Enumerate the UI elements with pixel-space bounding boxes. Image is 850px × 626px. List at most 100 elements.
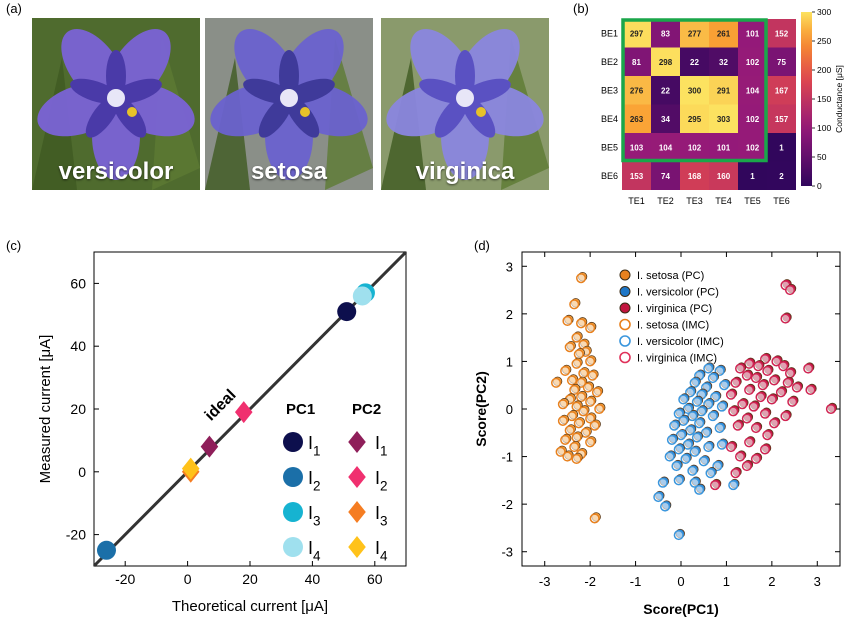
heatmap-cell-value: 22 [690, 58, 699, 67]
flower-signal-spot [476, 107, 486, 117]
imc-point [564, 342, 575, 353]
imc-point [562, 451, 573, 462]
heatmap-row-label: BE5 [601, 142, 618, 152]
pc2-point [200, 435, 219, 458]
imc-point [714, 422, 725, 434]
heatmap-row-label: BE4 [601, 114, 618, 124]
legend-diamond-marker [348, 536, 366, 558]
imc-point [585, 437, 596, 448]
imc-point [680, 453, 691, 465]
imc-point [562, 315, 573, 327]
legend-entry: I. versicolor (IMC) [637, 336, 724, 348]
y-tick-label: 0 [78, 464, 86, 480]
colorbar-tick-label: 300 [817, 7, 831, 17]
flower-image [32, 18, 200, 190]
imc-point [557, 415, 568, 426]
colorbar-tick-label: 200 [817, 65, 831, 75]
imc-point [762, 365, 773, 376]
heatmap-cell-value: 276 [630, 86, 644, 95]
heatmap-cell [651, 133, 680, 162]
imc-point [657, 477, 668, 488]
legend-entry: I. virginica (PC) [637, 303, 712, 315]
imc-point [560, 365, 571, 376]
heatmap-cell [680, 76, 709, 105]
y-tick-label: -2 [501, 497, 513, 512]
imc-point [716, 401, 727, 412]
heatmap-col-label: TE1 [628, 196, 645, 206]
x-tick-label: 0 [184, 571, 192, 587]
legend-entry: I. setosa (PC) [637, 270, 704, 282]
current-scatter-chart: -20 0 20 40 60 -20 0 20 40 60 Theoretical current … [37, 250, 408, 615]
heatmap-cell-value: 32 [719, 58, 728, 67]
colorbar-tick-label: 0 [817, 181, 822, 191]
legend-marker-hollow [619, 318, 631, 331]
pc2-point [181, 457, 200, 480]
imc-point [741, 370, 752, 381]
heatmap-cell-value: 168 [688, 172, 702, 181]
imc-point [741, 461, 752, 472]
legend-diamond-marker [348, 501, 366, 523]
pc2-point [234, 401, 253, 424]
imc-point [557, 399, 568, 410]
heatmap-row-label: BE3 [601, 85, 618, 95]
imc-point [748, 401, 759, 412]
heatmap-cell-value: 153 [630, 172, 644, 181]
x-tick-label: 60 [367, 571, 383, 587]
iris-photo-versicolor: versicolor [32, 18, 200, 190]
imc-point [653, 491, 664, 503]
heatmap-col-label: TE3 [686, 196, 703, 206]
heatmap-cell [651, 76, 680, 105]
imc-point [784, 285, 796, 296]
heatmap-cell [709, 133, 738, 162]
imc-point [585, 356, 596, 367]
heatmap-cell [767, 161, 796, 190]
imc-point [587, 370, 598, 381]
heatmap-cell-value: 263 [630, 115, 644, 124]
heatmap-cell-value: 152 [775, 29, 789, 38]
imc-point [730, 377, 741, 388]
imc-point [771, 356, 782, 367]
imc-point [757, 380, 768, 391]
imc-point [689, 477, 700, 488]
heatmap-cell [651, 161, 680, 190]
imc-point [719, 380, 730, 391]
heatmap-cell [622, 104, 651, 133]
heatmap-cell-value: 295 [688, 115, 702, 124]
heatmap-cell-value: 83 [661, 29, 670, 38]
imc-point [576, 377, 587, 388]
panel-label-a: (a) [6, 1, 22, 16]
x-tick-label: 2 [768, 574, 775, 589]
imc-point [759, 353, 771, 365]
legend-circle-marker [283, 432, 303, 452]
imc-point [716, 439, 727, 450]
imc-point [766, 394, 777, 405]
heatmap-cell-value: 1 [779, 143, 784, 152]
imc-point [571, 432, 582, 443]
colorbar-tick-label: 150 [817, 94, 831, 104]
imc-point [784, 368, 796, 379]
heatmap-cell-value: 277 [688, 29, 702, 38]
y-tick-label: 0 [506, 402, 513, 417]
heatmap-cell [651, 19, 680, 48]
imc-point [712, 461, 723, 472]
imc-point [689, 446, 700, 457]
heatmap-cell [680, 19, 709, 48]
photo-caption: setosa [250, 158, 328, 185]
imc-point [735, 451, 746, 462]
imc-point [791, 382, 802, 393]
heatmap-cell [709, 47, 738, 76]
imc-point [782, 377, 793, 388]
imc-point [705, 468, 716, 479]
legend-circle-marker [283, 502, 303, 522]
legend-marker-filled [619, 286, 631, 297]
x-tick-label: 3 [814, 574, 821, 589]
imc-point [569, 299, 580, 310]
heatmap-cell-value: 300 [688, 86, 702, 95]
imc-point [582, 382, 593, 393]
heatmap-col-label: TE6 [773, 196, 790, 206]
y-tick-label: -3 [501, 545, 513, 560]
legend-circle-marker [283, 467, 303, 487]
imc-point [769, 418, 780, 429]
flower-center [456, 89, 474, 107]
heatmap-cell [680, 104, 709, 133]
